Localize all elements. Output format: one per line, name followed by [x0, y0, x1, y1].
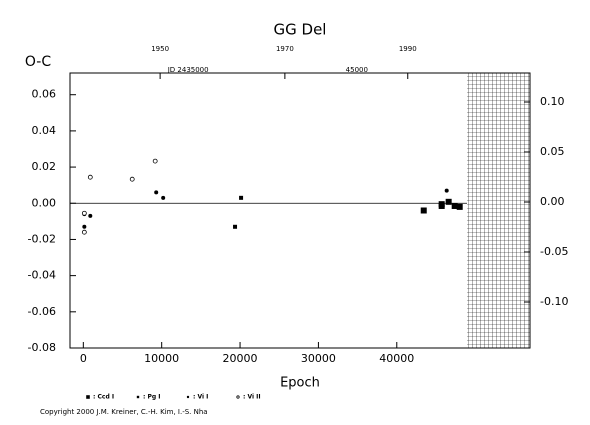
top-tick-label: 1950: [151, 45, 169, 53]
plot-frame: [69, 72, 531, 349]
y-tick-label: -0.06: [28, 305, 56, 318]
point: [87, 174, 93, 180]
top-tick-label: 1970: [276, 45, 294, 53]
point: [239, 195, 244, 200]
y-tick-label: -0.08: [28, 341, 56, 354]
point: [456, 203, 463, 210]
y2-tick-label: -0.10: [540, 295, 568, 308]
point: [444, 188, 449, 193]
legend-marker: [136, 395, 140, 399]
y-tick-label: 0.04: [32, 124, 57, 137]
jd-label: 45000: [346, 66, 368, 74]
legend-label: : Vi I: [193, 394, 208, 401]
y-tick-label: 0.02: [32, 160, 57, 173]
legend-marker: [236, 395, 240, 399]
point: [438, 202, 445, 209]
point: [154, 190, 159, 195]
legend-marker: [186, 395, 190, 399]
x-tick-label: 10000: [144, 352, 179, 365]
y-tick-label: 0.00: [32, 196, 57, 209]
top-tick-label: 1990: [399, 45, 417, 53]
y-axis-label: O-C: [25, 54, 51, 70]
jd-label: JD 2435000: [167, 66, 209, 74]
x-tick-label: 40000: [379, 352, 414, 365]
x-tick-label: 30000: [301, 352, 336, 365]
point: [88, 213, 93, 218]
point: [233, 224, 238, 229]
x-tick-label: 0: [80, 352, 87, 365]
point: [152, 158, 158, 164]
y2-tick-label: 0.05: [540, 145, 565, 158]
point: [445, 198, 452, 205]
x-axis-label: Epoch: [280, 376, 320, 391]
y2-tick-label: -0.05: [540, 245, 568, 258]
point: [81, 229, 87, 235]
legend-label: : Vi II: [243, 394, 261, 401]
excluded-region: [467, 73, 530, 348]
point: [451, 202, 458, 209]
copyright: Copyright 2000 J.M. Kreiner, C.-H. Kim, …: [40, 408, 208, 416]
point: [82, 224, 87, 229]
x-tick-label: 20000: [223, 352, 258, 365]
point: [161, 195, 166, 200]
chart-title: GG Del: [274, 21, 327, 39]
y-tick-label: -0.04: [28, 269, 56, 282]
y2-tick-label: 0.00: [540, 195, 565, 208]
y-tick-label: 0.06: [32, 88, 57, 101]
y-tick-label: -0.02: [28, 232, 56, 245]
point: [420, 207, 427, 214]
point: [129, 176, 135, 182]
legend-label: : Pg I: [143, 394, 161, 401]
legend-marker: [86, 395, 90, 399]
y2-tick-label: 0.10: [540, 95, 565, 108]
legend-label: : Ccd I: [93, 394, 114, 401]
point: [81, 210, 87, 216]
